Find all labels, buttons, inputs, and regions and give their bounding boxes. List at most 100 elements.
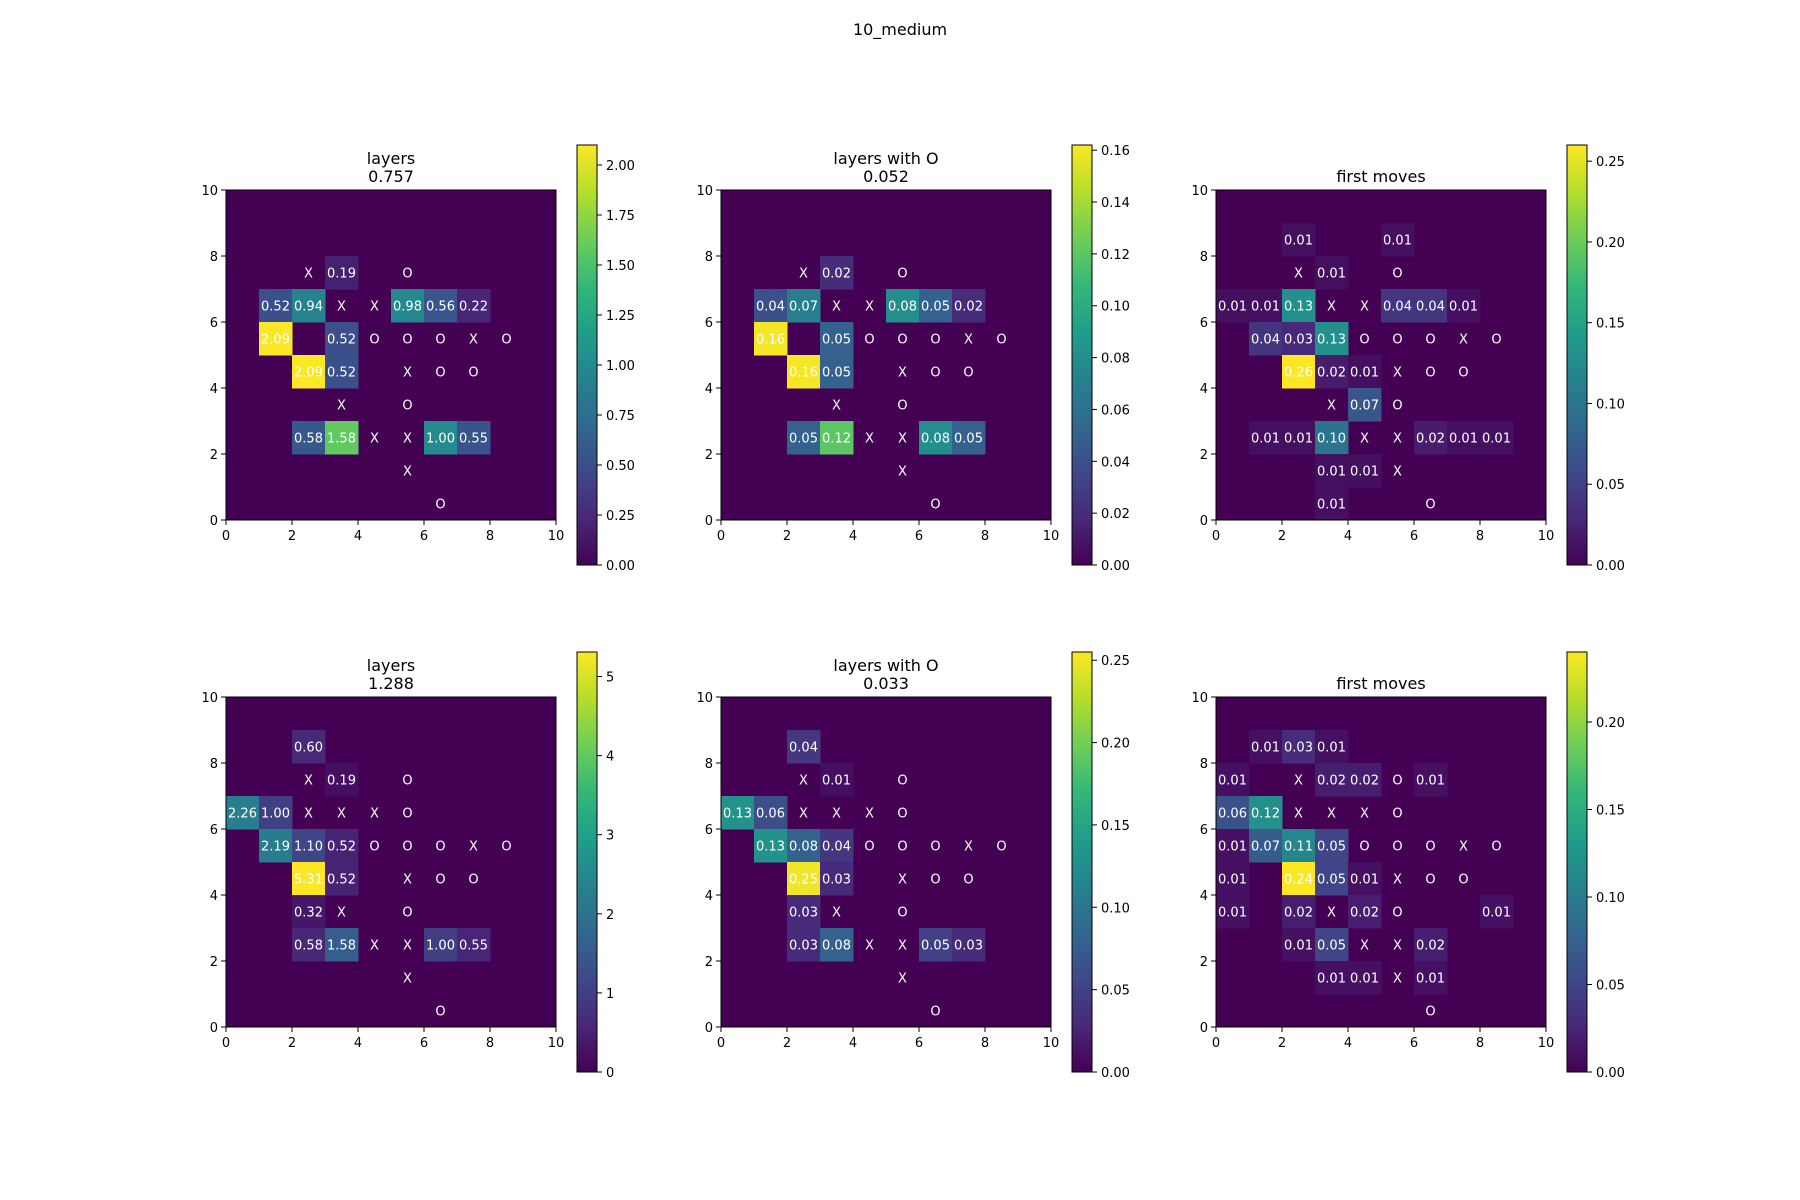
cell-value-label: 0.01: [1317, 267, 1346, 282]
colorbar-tick-label: 2.00: [606, 159, 635, 174]
x-marker: X: [799, 267, 808, 282]
cell-value-label: 0.13: [1284, 300, 1313, 315]
axes-frame: [225, 189, 557, 521]
panel-title: 0.757: [368, 167, 414, 186]
x-tick-label: 0: [1212, 529, 1220, 544]
cell-value-label: 0.01: [1350, 366, 1379, 381]
x-marker: X: [865, 807, 874, 822]
cell-value-label: 0.60: [294, 741, 323, 756]
o-marker: O: [1458, 366, 1468, 381]
o-marker: O: [1392, 774, 1402, 789]
o-marker: O: [369, 333, 379, 348]
cell-value-label: 0.01: [1416, 774, 1445, 789]
cell-value-label: 0.05: [822, 366, 851, 381]
colorbar-tick-label: 0.10: [1596, 891, 1625, 906]
y-tick-label: 10: [1191, 184, 1208, 199]
x-tick-label: 4: [849, 529, 857, 544]
o-marker: O: [435, 873, 445, 888]
x-tick-label: 8: [981, 1036, 989, 1051]
cell-value-label: 0.26: [1284, 366, 1313, 381]
cell-value-label: 0.05: [1317, 873, 1346, 888]
cell-value-label: 0.01: [1218, 906, 1247, 921]
cell-value-label: 0.19: [327, 774, 356, 789]
x-tick-label: 10: [1538, 1036, 1555, 1051]
figure-title: 10_medium: [852, 20, 948, 39]
x-marker: X: [1327, 399, 1336, 414]
cell-value-label: 0.52: [327, 840, 356, 855]
y-tick-label: 2: [210, 448, 218, 463]
o-marker: O: [996, 333, 1006, 348]
x-tick-label: 6: [420, 1036, 428, 1051]
colorbar-tick-label: 0.25: [606, 509, 635, 524]
cell-value-label: 0.01: [1317, 972, 1346, 987]
cell-value-label: 0.01: [1350, 972, 1379, 987]
o-marker: O: [930, 333, 940, 348]
cell-value-label: 0.02: [1284, 906, 1313, 921]
colorbar-tick-label: 0.25: [1101, 654, 1130, 669]
o-marker: O: [897, 906, 907, 921]
cell-value-label: 0.03: [1284, 741, 1313, 756]
cell-value-label: 0.13: [723, 807, 752, 822]
o-marker: O: [1392, 840, 1402, 855]
heatmap-cell: [787, 895, 821, 929]
heatmap-cell: [325, 256, 359, 290]
heatmap-cell: [721, 796, 755, 830]
heatmap-cell: [292, 289, 326, 323]
o-marker: O: [501, 333, 511, 348]
cell-value-label: 0.16: [789, 366, 818, 381]
heatmap-cell: [325, 862, 359, 896]
x-marker: X: [1393, 366, 1402, 381]
o-marker: O: [1425, 1005, 1435, 1020]
o-marker: O: [435, 333, 445, 348]
cell-value-label: 0.19: [327, 267, 356, 282]
y-tick-label: 4: [1200, 889, 1208, 904]
cell-value-label: 0.08: [921, 432, 950, 447]
x-tick-label: 10: [1043, 529, 1060, 544]
cell-value-label: 0.02: [822, 267, 851, 282]
y-tick-label: 0: [1200, 1021, 1208, 1036]
x-marker: X: [1393, 465, 1402, 480]
x-marker: X: [898, 939, 907, 954]
heatmap-cell: [886, 289, 920, 323]
heatmap-cell: [820, 862, 854, 896]
o-marker: O: [501, 840, 511, 855]
o-marker: O: [963, 366, 973, 381]
cell-value-label: 1.00: [426, 432, 455, 447]
heatmap-cell: [787, 928, 821, 962]
x-marker: X: [832, 399, 841, 414]
y-tick-label: 10: [696, 691, 713, 706]
o-marker: O: [897, 807, 907, 822]
o-marker: O: [963, 873, 973, 888]
cell-value-label: 0.01: [1482, 432, 1511, 447]
x-marker: X: [1360, 300, 1369, 315]
x-marker: X: [799, 774, 808, 789]
heatmap-cell: [1315, 421, 1349, 455]
heatmap-cell: [391, 289, 425, 323]
y-tick-label: 2: [1200, 448, 1208, 463]
y-tick-label: 6: [210, 823, 218, 838]
o-marker: O: [1392, 267, 1402, 282]
heatmap-cell: [787, 829, 821, 863]
colorbar-tick-label: 0.04: [1101, 455, 1130, 470]
y-tick-label: 0: [705, 1021, 713, 1036]
x-marker: X: [832, 300, 841, 315]
x-tick-label: 2: [288, 529, 296, 544]
heatmap-cell: [787, 421, 821, 455]
x-marker: X: [370, 300, 379, 315]
colorbar-tick-label: 5: [606, 671, 614, 686]
cell-value-label: 0.01: [1449, 300, 1478, 315]
colorbar-tick-label: 0.12: [1101, 248, 1130, 263]
cell-value-label: 0.01: [1218, 840, 1247, 855]
x-marker: X: [403, 465, 412, 480]
heatmap-cell: [1480, 895, 1514, 929]
cell-value-label: 0.08: [888, 300, 917, 315]
heatmap-cell: [292, 421, 326, 455]
x-marker: X: [1327, 807, 1336, 822]
colorbar-tick-label: 0.05: [1596, 979, 1625, 994]
cell-value-label: 0.07: [1251, 840, 1280, 855]
heatmap-cell: [325, 421, 359, 455]
o-marker: O: [1425, 840, 1435, 855]
y-tick-label: 2: [705, 955, 713, 970]
o-marker: O: [864, 840, 874, 855]
heatmap-cell: [820, 355, 854, 389]
